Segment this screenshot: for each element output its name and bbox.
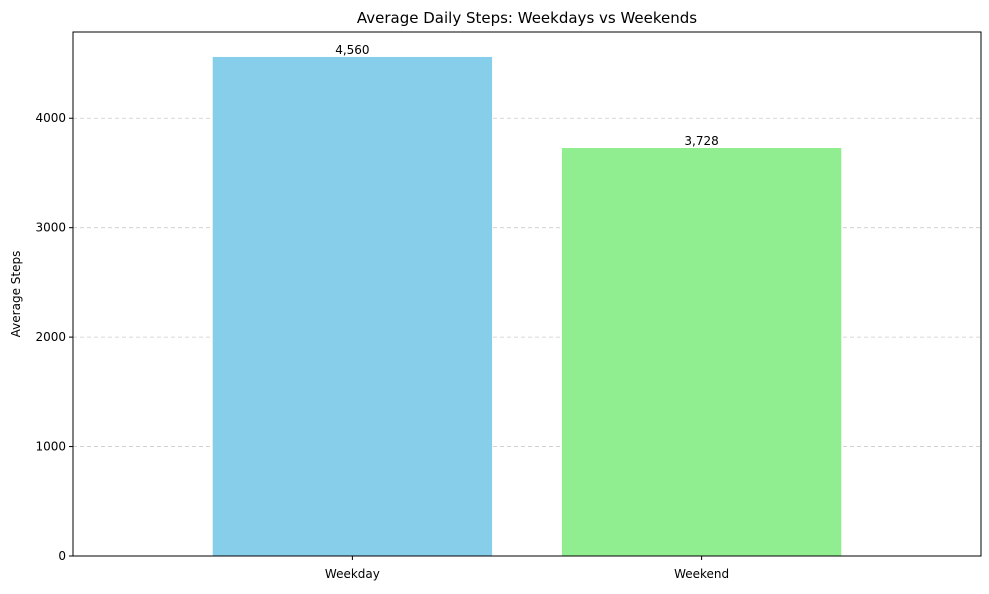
bar-weekend	[561, 148, 842, 556]
y-tick-label: 4000	[35, 111, 66, 125]
bar-weekday	[212, 56, 493, 556]
y-tick-label: 1000	[35, 440, 66, 454]
y-axis-label: Average Steps	[9, 251, 23, 338]
plot-frame	[72, 31, 982, 557]
bars	[212, 56, 842, 556]
x-tick-label: Weekday	[325, 567, 380, 581]
y-tick-label: 0	[58, 549, 66, 563]
axis-ticks: 0 1000 2000 3000 4000 Weekday Weekend	[35, 111, 729, 581]
x-tick-label: Weekend	[674, 567, 729, 581]
bar-value-label: 3,728	[684, 134, 718, 148]
y-tick-label: 2000	[35, 330, 66, 344]
bar-value-labels: 4,560 3,728	[335, 43, 719, 148]
y-tick-label: 3000	[35, 221, 66, 235]
chart-title: Average Daily Steps: Weekdays vs Weekend…	[357, 9, 697, 27]
bar-value-label: 4,560	[335, 43, 369, 57]
